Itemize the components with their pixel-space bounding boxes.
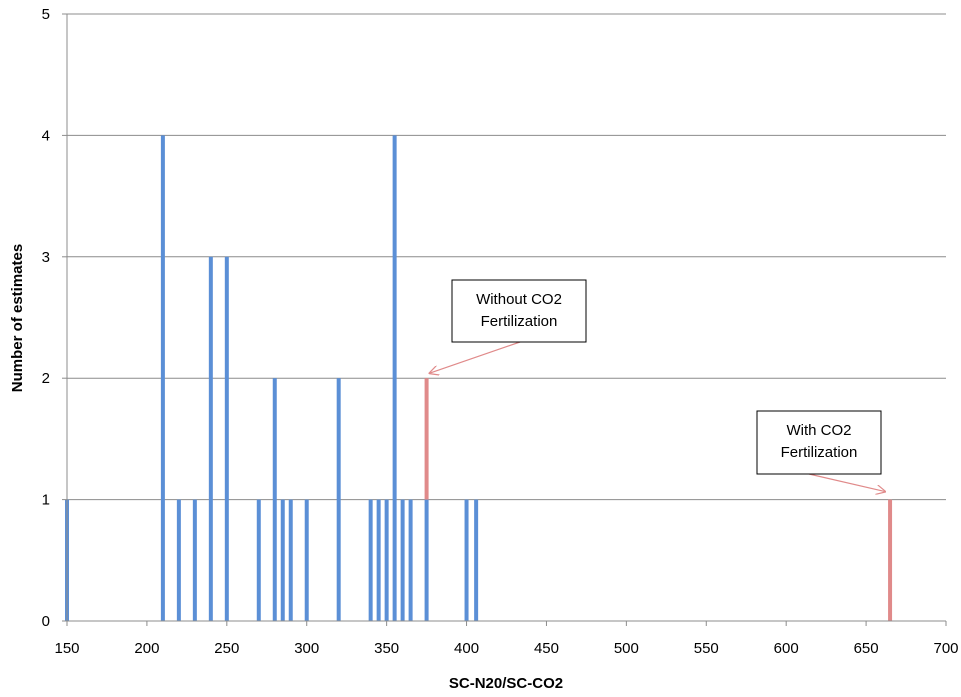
y-tick-label: 0	[42, 613, 50, 630]
y-tick-labels: 0 1 2 3 4 5	[42, 6, 50, 630]
bar	[376, 499, 381, 621]
annotation-text: Fertilization	[481, 313, 558, 330]
bar	[336, 378, 341, 621]
x-tick-label: 650	[854, 640, 879, 657]
bar	[280, 499, 285, 621]
bar	[368, 499, 373, 621]
bar	[304, 499, 309, 621]
x-tick-label: 400	[454, 640, 479, 657]
y-tick-label: 2	[42, 370, 50, 387]
bar	[424, 378, 429, 500]
bar	[400, 499, 405, 621]
annotation-box	[756, 410, 882, 475]
bar	[408, 499, 413, 621]
bar	[208, 256, 213, 621]
bar	[474, 499, 479, 621]
annotation-arrow	[430, 341, 521, 373]
bar	[288, 499, 293, 621]
gridlines	[67, 13, 946, 501]
annotation-box	[451, 279, 587, 343]
annotation-arrow	[808, 473, 885, 492]
bar	[160, 135, 165, 621]
y-tick-label: 1	[42, 492, 50, 509]
bar	[464, 499, 469, 621]
annotation-text: Without CO2	[476, 291, 562, 308]
x-tick-label: 450	[534, 640, 559, 657]
annotation-text: With CO2	[786, 422, 851, 439]
annotations: Without CO2 Fertilization With CO2 Fertiliz…	[430, 279, 885, 492]
axes	[62, 13, 947, 626]
x-tick-label: 150	[54, 640, 79, 657]
bar	[224, 256, 229, 621]
bar	[392, 135, 397, 621]
x-tick-labels: 150 200 250 300 350 400 450 500 550 600 650 700	[54, 640, 958, 657]
x-tick-label: 300	[294, 640, 319, 657]
bar	[192, 499, 197, 621]
y-tick-label: 4	[42, 127, 50, 144]
x-axis-title: SC-N20/SC-CO2	[449, 675, 563, 692]
annotation-text: Fertilization	[781, 444, 858, 461]
y-tick-label: 5	[42, 6, 50, 23]
bar	[256, 499, 261, 621]
x-tick-label: 200	[134, 640, 159, 657]
y-axis-title: Number of estimates	[9, 244, 26, 392]
bar	[176, 499, 181, 621]
x-tick-label: 600	[774, 640, 799, 657]
y-tick-label: 3	[42, 249, 50, 266]
bar	[424, 499, 429, 621]
bar	[272, 378, 277, 621]
x-tick-label: 500	[614, 640, 639, 657]
x-tick-label: 350	[374, 640, 399, 657]
bar	[888, 499, 893, 621]
x-tick-label: 250	[214, 640, 239, 657]
bar	[384, 499, 389, 621]
x-tick-label: 700	[933, 640, 958, 657]
x-tick-label: 550	[694, 640, 719, 657]
